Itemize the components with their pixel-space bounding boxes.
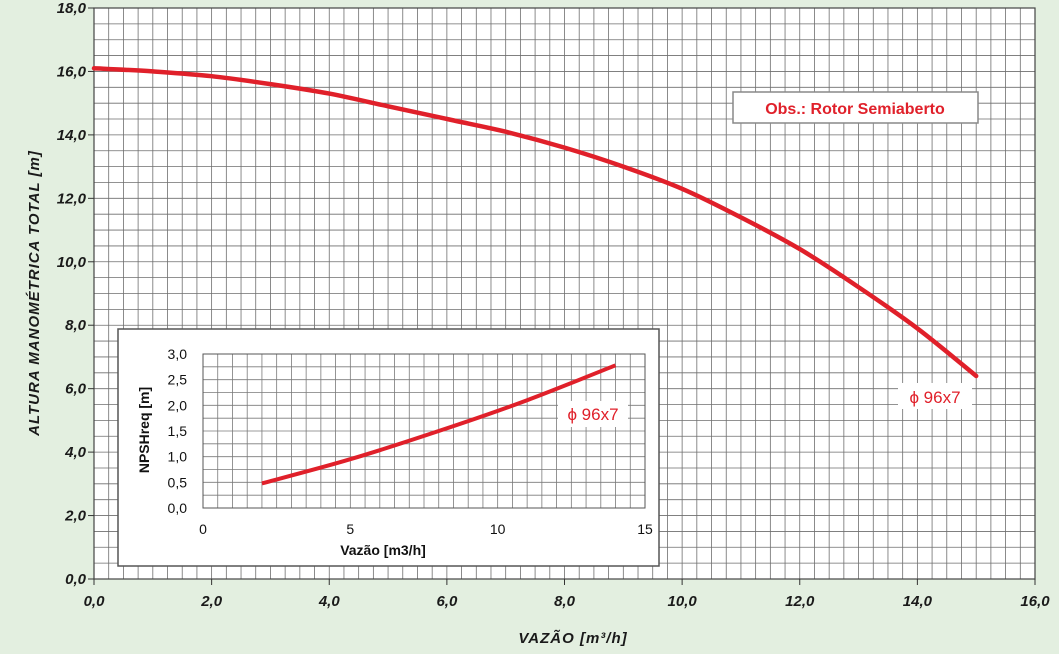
inset-y-tick-label: 2,5 xyxy=(168,372,188,388)
inset-y-tick-label: 1,5 xyxy=(168,423,188,439)
main-x-tick-labels: 0,0 2,0 4,0 6,0 8,0 10,0 12,0 14,0 16,0 xyxy=(84,579,1050,610)
main-x-tick-label: 2,0 xyxy=(200,593,223,610)
inset-y-tick-labels: 0,0 0,5 1,0 1,5 2,0 2,5 3,0 xyxy=(168,346,188,516)
main-y-tick-label: 6,0 xyxy=(65,381,87,398)
inset-x-tick-label: 5 xyxy=(346,521,354,537)
main-x-axis-title: VAZÃO [m³/h] xyxy=(518,629,627,647)
inset-x-tick-label: 15 xyxy=(637,521,653,537)
main-x-tick-label: 8,0 xyxy=(554,593,576,610)
inset-y-tick-label: 0,0 xyxy=(168,500,188,516)
main-y-tick-label: 8,0 xyxy=(65,317,87,334)
main-x-tick-label: 14,0 xyxy=(903,593,933,610)
main-y-tick-label: 18,0 xyxy=(57,0,87,17)
obs-annotation: Obs.: Rotor Semiaberto xyxy=(732,91,979,124)
main-x-tick-label: 6,0 xyxy=(436,593,458,610)
main-y-tick-label: 2,0 xyxy=(64,508,87,525)
inset-grid xyxy=(203,354,645,508)
inset-y-tick-label: 2,0 xyxy=(168,397,188,413)
inset-x-tick-label: 0 xyxy=(199,521,207,537)
inset-y-tick-label: 1,0 xyxy=(168,449,188,465)
main-y-tick-label: 0,0 xyxy=(65,571,87,588)
inset-x-axis-title: Vazão [m3/h] xyxy=(340,542,426,558)
main-x-tick-label: 0,0 xyxy=(84,593,106,610)
main-series-line xyxy=(91,66,979,379)
main-y-axis-title: ALTURA MANOMÉTRICA TOTAL [m] xyxy=(26,150,43,437)
inset-plot-border xyxy=(202,353,646,509)
inset-x-tick-label: 10 xyxy=(490,521,506,537)
main-y-tick-label: 16,0 xyxy=(57,63,87,80)
inset-series-label: ϕ 96x7 xyxy=(558,401,628,427)
inset-y-axis-title: NPSHreq [m] xyxy=(136,387,152,473)
inset-series-label-text: ϕ 96x7 xyxy=(567,405,618,424)
main-x-tick-label: 4,0 xyxy=(318,593,341,610)
main-y-tick-label: 14,0 xyxy=(57,127,87,144)
main-series-label-text: ϕ 96x7 xyxy=(909,388,960,407)
inset-x-tick-labels: 0 5 10 15 xyxy=(199,521,653,537)
main-x-tick-label: 12,0 xyxy=(785,593,815,610)
obs-annotation-text: Obs.: Rotor Semiaberto xyxy=(765,101,945,118)
main-x-tick-label: 10,0 xyxy=(668,593,698,610)
inset-y-tick-label: 0,5 xyxy=(168,474,188,490)
main-series-label: ϕ 96x7 xyxy=(898,383,972,409)
main-x-tick-label: 16,0 xyxy=(1020,593,1050,610)
main-y-tick-label: 10,0 xyxy=(57,254,87,271)
main-y-tick-label: 4,0 xyxy=(64,444,87,461)
main-y-tick-labels: 0,0 2,0 4,0 6,0 8,0 10,0 12,0 14,0 16,0 18,0 xyxy=(57,0,94,588)
inset-chart: 0,0 0,5 1,0 1,5 2,0 2,5 3,0 0 5 10 15 ϕ 96x7 Vazã… xyxy=(117,328,660,567)
inset-series-line xyxy=(261,363,617,486)
main-y-tick-label: 12,0 xyxy=(57,190,87,207)
inset-y-tick-label: 3,0 xyxy=(168,346,188,362)
